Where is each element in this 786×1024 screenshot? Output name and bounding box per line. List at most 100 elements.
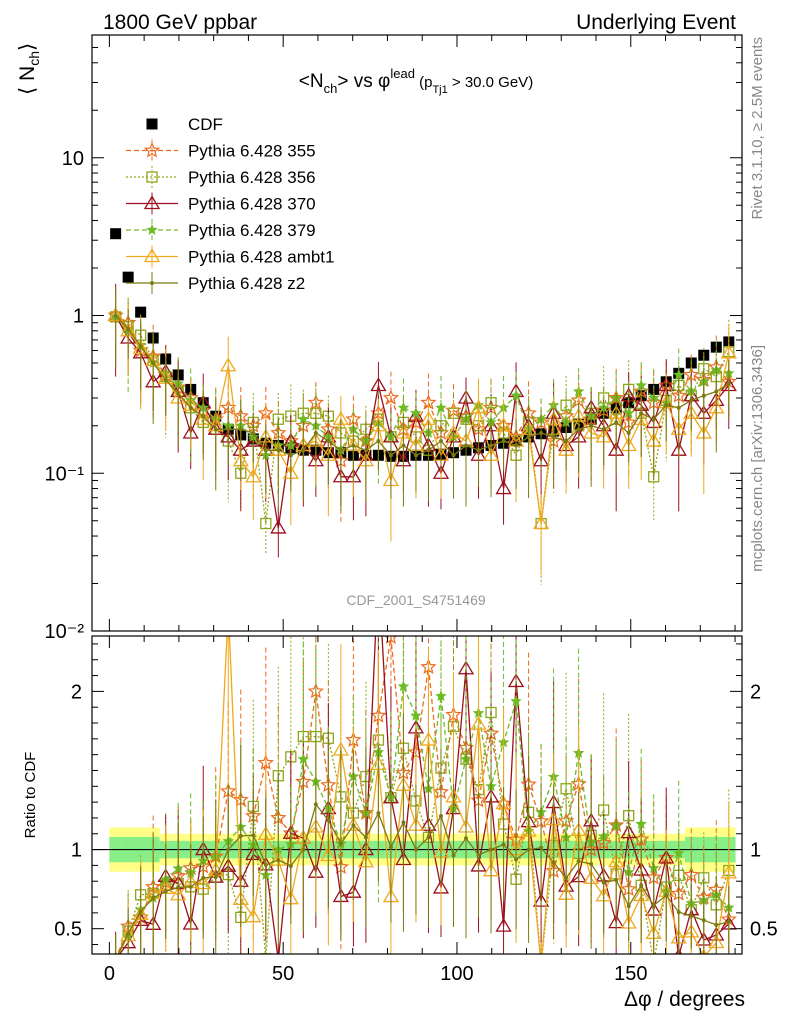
series-line: [115, 314, 730, 463]
ratio-point: [401, 820, 406, 825]
ratio-point: [514, 857, 519, 862]
data-point: [489, 443, 494, 448]
data-point: [151, 360, 156, 365]
ratio-point: [176, 885, 181, 890]
ratio-ytick-label-right: 0.5: [750, 919, 778, 941]
ratio-point: [351, 823, 356, 828]
data-point: [410, 407, 422, 419]
data-point: [539, 430, 544, 435]
ratio-point: [238, 834, 243, 839]
legend-entry: Pythia 6.428 379: [126, 219, 316, 241]
ratio-point: [276, 858, 281, 863]
ratio-point: [720, 864, 737, 879]
legend-label: Pythia 6.428 ambt1: [188, 248, 334, 267]
ratio-point: [413, 847, 418, 852]
ratio-point: [376, 811, 381, 816]
ratio-point: [338, 841, 343, 846]
ratio-point: [126, 931, 131, 936]
title-lhs: <N: [299, 71, 324, 92]
ratio-point: [384, 636, 398, 644]
ratio-point: [301, 847, 306, 852]
ratio-point: [558, 812, 575, 829]
main-ytick-label: 10⁻²: [45, 621, 85, 643]
data-point: [551, 434, 556, 439]
ratio-ytick-label: 0.5: [54, 919, 82, 941]
data-point: [276, 448, 281, 453]
series-line: [115, 316, 729, 457]
ratio-point: [635, 818, 647, 829]
ratio-point: [673, 847, 685, 859]
series-pythia-6-428-ambt1: [107, 294, 737, 576]
title-sub1: ch: [324, 81, 338, 96]
rivet-version-label: Rivet 3.1.10, ≥ 2.5M events: [749, 37, 766, 220]
ratio-point: [313, 802, 318, 807]
legend-label: Pythia 6.428 z2: [188, 274, 305, 293]
data-point: [451, 453, 456, 458]
data-point: [122, 271, 134, 283]
ratio-point: [689, 914, 694, 919]
main-chart-title: <Nch> vs φlead (pTj1 > 30.0 GeV): [299, 66, 533, 96]
legend: CDF Pythia 6.428 355 Pythia 6.428 356 Pythi…: [126, 115, 334, 294]
ratio-point: [151, 895, 156, 900]
xtick-label: 0: [104, 963, 115, 985]
ratio-point: [626, 904, 631, 909]
data-point: [301, 448, 306, 453]
ratio-point: [226, 847, 231, 852]
data-point: [464, 443, 469, 448]
data-point: [413, 453, 418, 458]
ratio-ylabel: Ratio to CDF: [22, 752, 39, 839]
legend-marker: [143, 141, 161, 158]
ratio-series-pythia-6-428-356: [115, 636, 735, 954]
ratio-line: [117, 636, 730, 954]
data-point: [514, 443, 519, 448]
data-point: [673, 368, 685, 380]
data-point: [338, 448, 343, 453]
ratio-point: [426, 835, 431, 840]
data-point: [726, 381, 731, 386]
ratio-point: [501, 842, 506, 847]
ratio-point: [163, 889, 168, 894]
ratio-point: [526, 847, 531, 852]
data-point: [220, 357, 237, 372]
data-point: [720, 344, 737, 359]
ratio-point: [510, 695, 522, 707]
data-point: [676, 405, 681, 410]
data-point: [370, 377, 387, 392]
data-point: [251, 430, 256, 435]
data-point: [176, 391, 181, 396]
xtick-label: 50: [272, 963, 294, 985]
ratio-point: [601, 880, 606, 885]
data-point: [288, 453, 293, 458]
data-point: [435, 401, 447, 413]
legend-marker: [150, 281, 154, 285]
series-pythia-6-428-z2: [113, 286, 731, 512]
ratio-point: [288, 863, 293, 868]
data-point: [470, 399, 487, 414]
data-point: [689, 398, 694, 403]
ratio-point: [138, 909, 143, 914]
ratio-point: [651, 903, 656, 908]
ratio-point: [245, 908, 262, 923]
data-point: [238, 427, 243, 432]
legend-marker: [146, 118, 158, 130]
ratio-point: [464, 836, 469, 841]
ratio-point: [476, 853, 481, 858]
data-point: [382, 389, 400, 405]
legend-label: Pythia 6.428 356: [188, 168, 316, 187]
ratio-point: [213, 875, 218, 880]
data-point: [626, 430, 631, 435]
ratio-point: [388, 845, 393, 850]
ratio-ytick-label: 2: [71, 681, 82, 703]
data-point: [138, 344, 143, 349]
data-point: [651, 417, 656, 422]
legend-entry: Pythia 6.428 355: [126, 139, 316, 162]
data-point: [363, 448, 368, 453]
data-point: [260, 517, 272, 530]
ratio-point: [114, 958, 118, 962]
header-left: 1800 GeV ppbar: [103, 11, 257, 34]
data-point: [163, 378, 168, 383]
legend-label: CDF: [188, 115, 223, 134]
data-point: [201, 414, 206, 419]
data-point: [589, 423, 594, 428]
